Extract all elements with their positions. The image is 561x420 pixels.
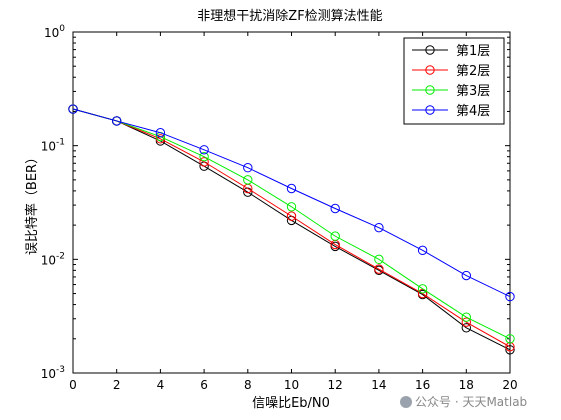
data-point [330, 203, 340, 214]
legend-swatch-marker [425, 105, 435, 115]
data-point [374, 254, 384, 265]
data-point [374, 222, 384, 233]
data-point [243, 162, 253, 173]
x-tick-label: 10 [284, 378, 299, 392]
series-line-4 [72, 108, 511, 298]
data-point [505, 345, 515, 355]
x-tick-label: 8 [244, 378, 252, 392]
series-line-2 [72, 108, 511, 348]
data-point [199, 145, 209, 155]
data-point [461, 317, 471, 327]
x-axis-label: 信噪比Eb/N0 [252, 396, 330, 411]
series-line-3 [72, 108, 511, 340]
data-point [199, 157, 209, 167]
data-point [374, 264, 384, 274]
y-tick-exponent: -3 [56, 365, 65, 375]
y-tick-label: 10-3 [41, 365, 65, 381]
data-point [243, 175, 253, 185]
x-tick-label: 2 [113, 378, 121, 392]
y-tick-label: 10-1 [41, 138, 65, 154]
data-point [199, 151, 209, 162]
y-tick-exponent: -2 [56, 251, 65, 261]
series-layer [68, 104, 515, 355]
x-tick-label: 12 [328, 378, 343, 392]
data-point [286, 202, 297, 212]
data-point [417, 245, 428, 256]
x-tick-label: 0 [69, 378, 77, 392]
watermark-text: 公众号 · 天天Matlab [415, 395, 528, 409]
data-point [155, 128, 166, 138]
data-point [461, 323, 471, 333]
data-point [286, 211, 297, 221]
data-point [417, 284, 428, 294]
y-tick-base: 10 [41, 253, 56, 267]
y-tick-label: 100 [44, 24, 65, 40]
data-point [330, 231, 340, 241]
legend-swatch-marker [425, 45, 435, 55]
x-tick-label: 14 [371, 378, 386, 392]
x-tick-label: 16 [415, 378, 430, 392]
legend-swatch-marker [425, 85, 435, 95]
y-tick-exponent: 0 [59, 24, 65, 34]
data-point [505, 334, 515, 344]
data-point [461, 270, 471, 281]
y-tick-label: 10-2 [41, 251, 65, 267]
legend-label: 第4层 [456, 104, 490, 119]
data-point [286, 183, 297, 194]
watermark: 公众号 · 天天Matlab [400, 393, 527, 410]
y-tick-base: 10 [41, 140, 56, 154]
legend-label: 第3层 [456, 84, 490, 99]
data-point [112, 116, 122, 126]
legend-label: 第2层 [456, 64, 490, 79]
x-tick-label: 20 [502, 378, 517, 392]
legend-label: 第1层 [456, 44, 490, 59]
x-tick-label: 6 [200, 378, 208, 392]
x-tick-label: 18 [459, 378, 474, 392]
y-axis-label: 误比特率（BER） [24, 151, 40, 255]
chart-title: 非理想干扰消除ZF检测算法性能 [197, 8, 382, 24]
x-tick-label: 4 [157, 378, 165, 392]
y-tick-exponent: -1 [56, 138, 65, 148]
y-tick-base: 10 [41, 367, 56, 381]
wechat-icon [400, 396, 412, 408]
legend-swatch-marker [425, 65, 435, 75]
data-point [505, 291, 515, 302]
data-point [461, 312, 471, 322]
y-tick-base: 10 [44, 26, 59, 40]
data-point [68, 104, 78, 114]
